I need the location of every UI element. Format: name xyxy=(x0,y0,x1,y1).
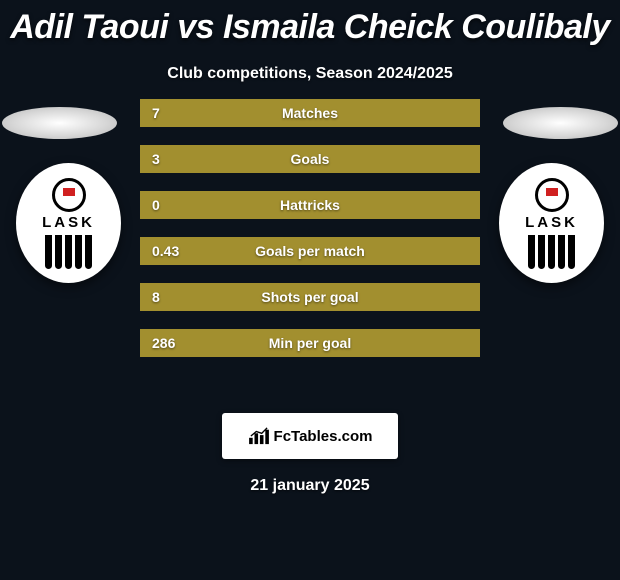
date-label: 21 january 2025 xyxy=(0,477,620,495)
stat-label: Hattricks xyxy=(140,197,480,213)
stat-label: Min per goal xyxy=(140,335,480,351)
club-badge-circle: LASK xyxy=(499,163,604,283)
stat-row: 286Min per goal xyxy=(140,329,480,357)
player-placeholder-left xyxy=(2,107,117,139)
club-name-right: LASK xyxy=(525,214,578,231)
stat-label: Shots per goal xyxy=(140,289,480,305)
stat-row: 8Shots per goal xyxy=(140,283,480,311)
club-stripes-icon xyxy=(528,235,575,269)
stat-bars: 7Matches 3Goals 0Hattricks 0.43Goals per ma… xyxy=(140,99,480,375)
branding-text: FcTables.com xyxy=(274,428,373,445)
club-stripes-icon xyxy=(45,235,92,269)
stat-label: Matches xyxy=(140,105,480,121)
club-name-left: LASK xyxy=(42,214,95,231)
comparison-arena: LASK LASK 7Matches3Goals0Hattricks0.43Go… xyxy=(0,113,620,393)
chart-icon xyxy=(248,427,270,445)
club-badge-right: LASK xyxy=(499,163,604,283)
stat-label: Goals xyxy=(140,151,480,167)
club-crest-icon xyxy=(535,178,569,212)
stat-row: 0Hattricks xyxy=(140,191,480,219)
subtitle: Club competitions, Season 2024/2025 xyxy=(0,65,620,83)
club-badge-circle: LASK xyxy=(16,163,121,283)
club-crest-icon xyxy=(52,178,86,212)
player-placeholder-right xyxy=(503,107,618,139)
club-badge-left: LASK xyxy=(16,163,121,283)
stat-row: 0.43Goals per match xyxy=(140,237,480,265)
stat-label: Goals per match xyxy=(140,243,480,259)
stat-row: 7Matches xyxy=(140,99,480,127)
stat-row: 3Goals xyxy=(140,145,480,173)
branding-badge[interactable]: FcTables.com xyxy=(222,413,398,459)
page-title: Adil Taoui vs Ismaila Cheick Coulibaly xyxy=(0,0,620,47)
